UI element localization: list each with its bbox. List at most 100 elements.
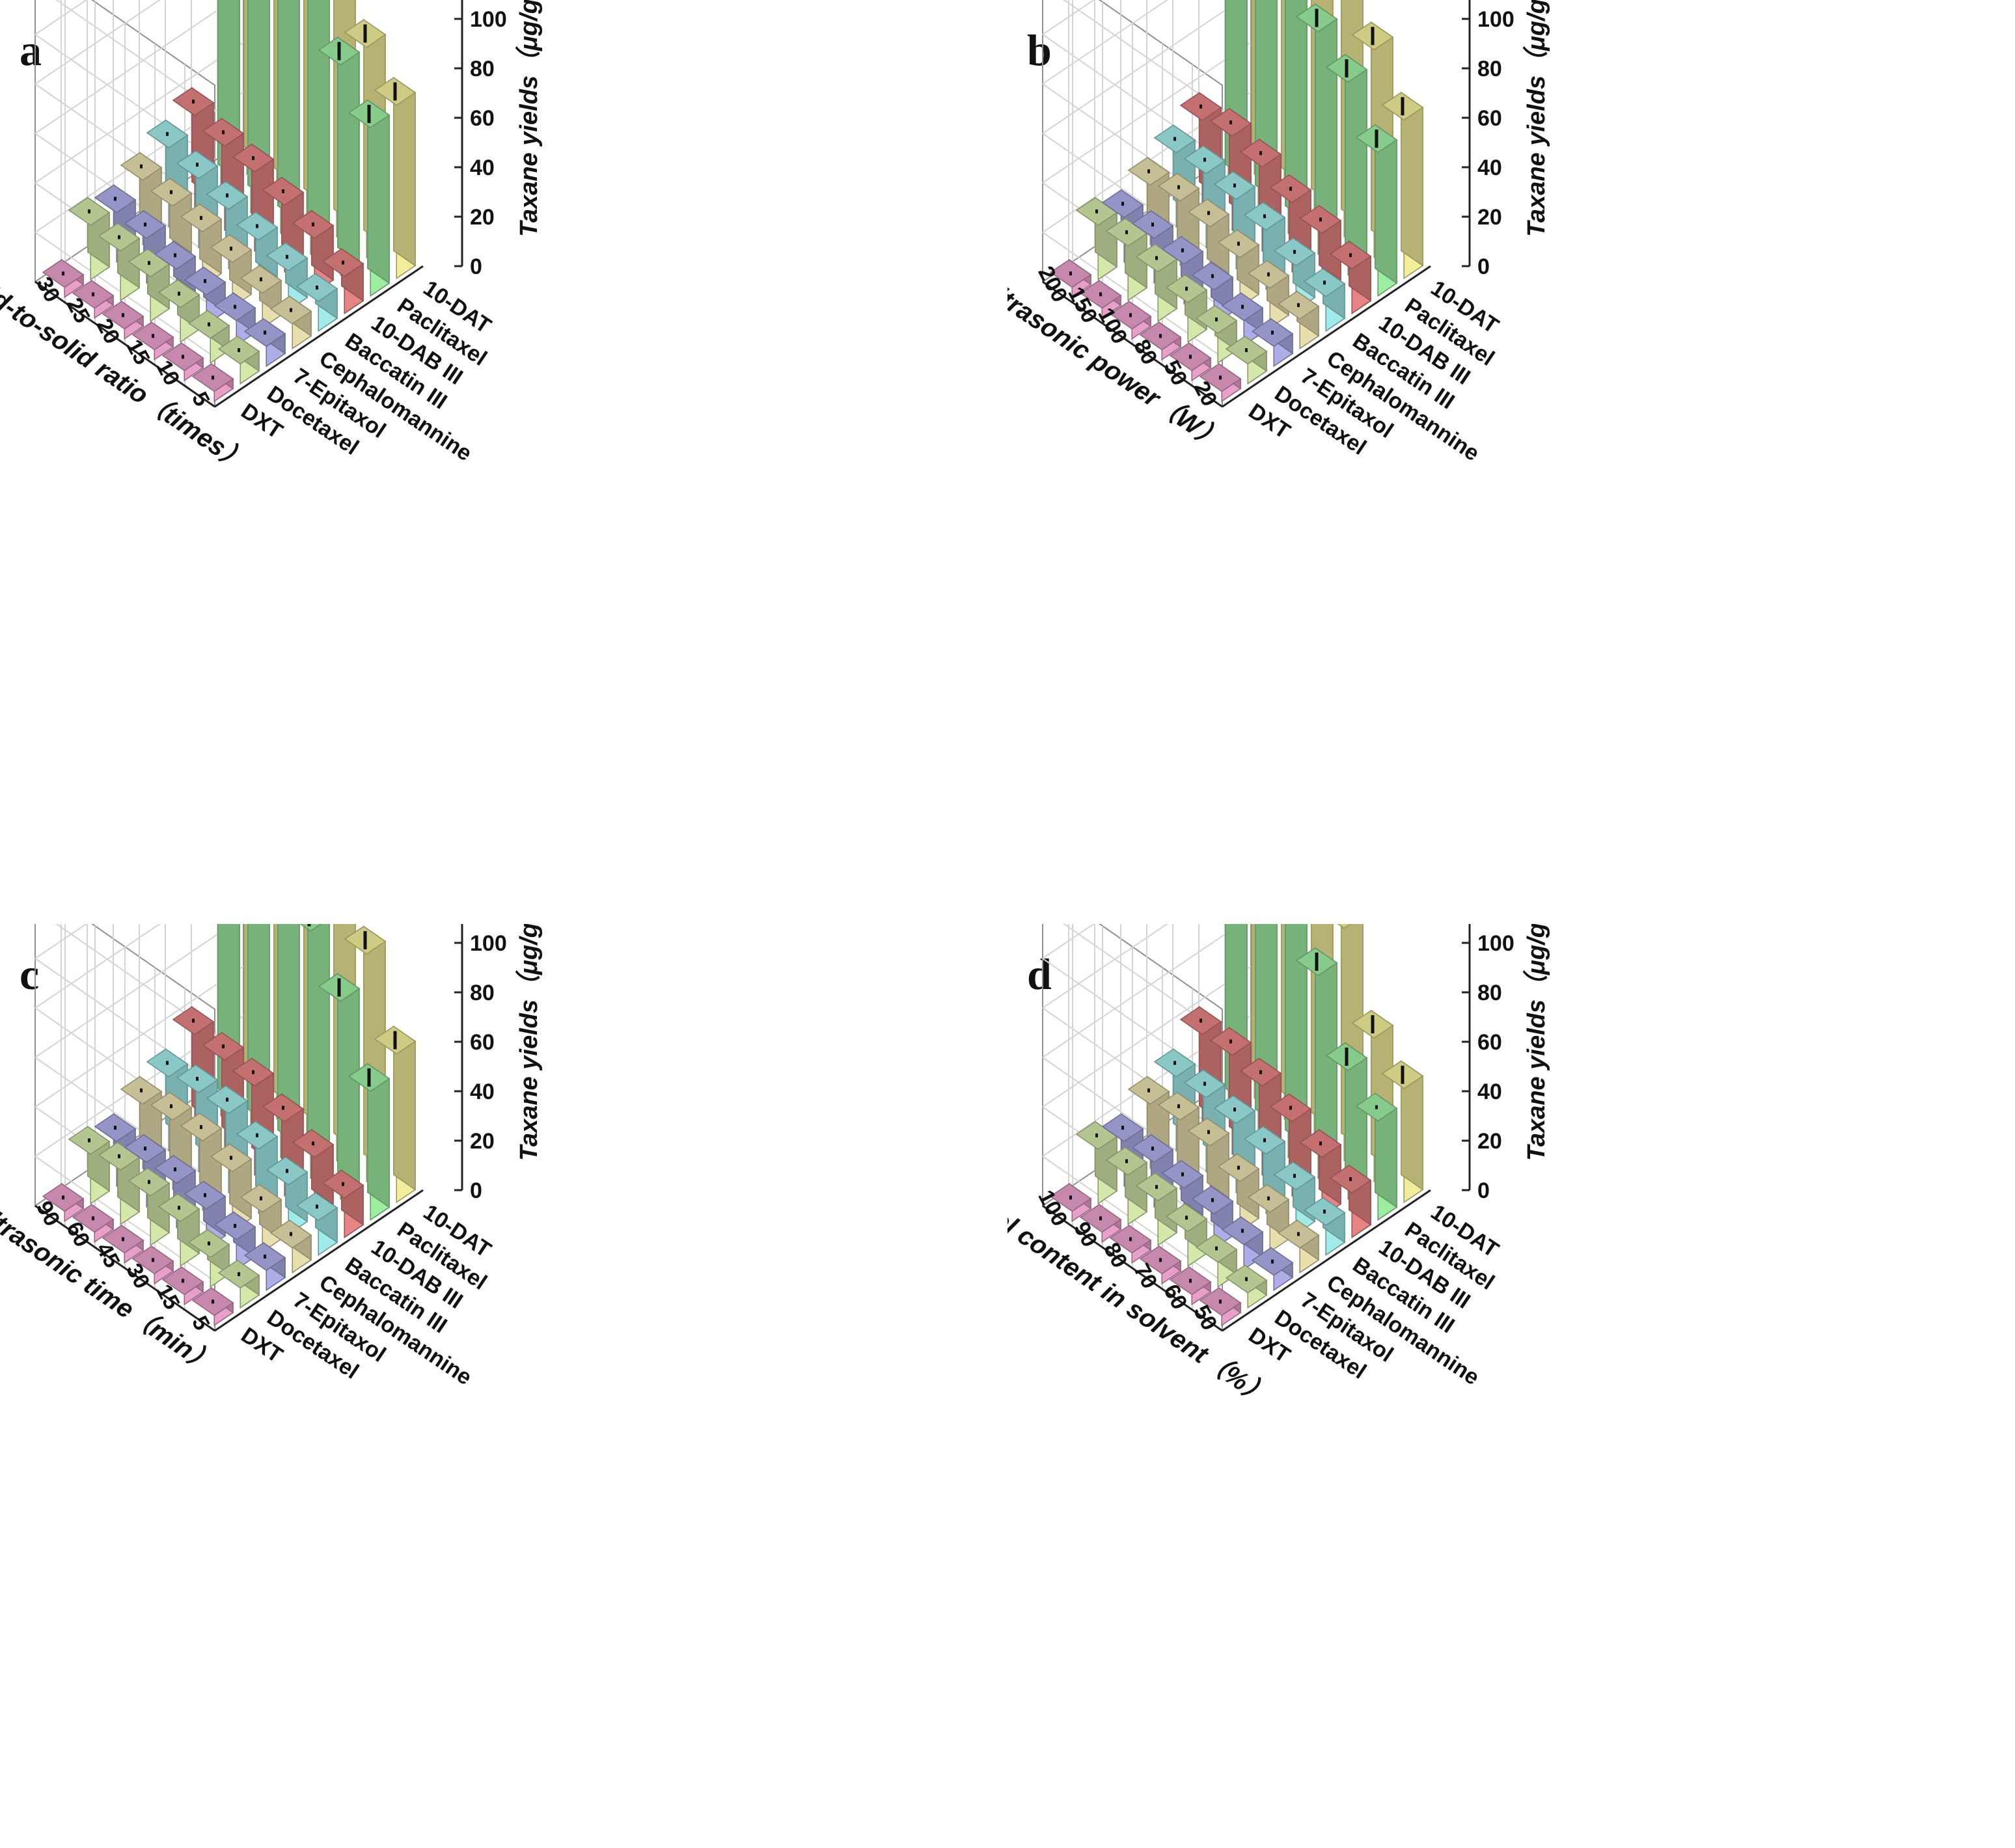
bar-docetaxel-0 — [1225, 1264, 1268, 1309]
plot-area: 020406080100120Taxane yields（μg/g）DXTDoc… — [0, 0, 543, 477]
bar-docetaxel-1 — [1195, 1233, 1238, 1288]
bar-docetaxel-4 — [98, 222, 141, 302]
bars — [1049, 0, 1424, 403]
bar-docetaxel-3 — [128, 1167, 171, 1247]
bar-docetaxel-4 — [1105, 1146, 1148, 1226]
bar-paclitaxel-0 — [348, 1063, 391, 1221]
bar-dxt-4 — [72, 279, 115, 319]
bar-docetaxel-4 — [1105, 217, 1148, 302]
bar-dxt-4 — [1079, 279, 1122, 319]
z-tick-label: 20 — [470, 205, 495, 230]
bar-10-dab-iii-1 — [1299, 1128, 1342, 1218]
bar-dxt-2 — [131, 321, 174, 361]
z-tick-label: 100 — [1477, 931, 1515, 956]
panel-d: d020406080100120Taxane yields（μg/g）DXTDo… — [1008, 924, 2015, 1848]
bar-7-epitaxol-1 — [1221, 1216, 1264, 1271]
chart-c: c020406080100120Taxane yields（μg/g）DXTDo… — [0, 924, 543, 1390]
bar-dxt-1 — [161, 342, 204, 382]
z-tick-label: 20 — [1477, 1129, 1502, 1154]
bar-baccatin-iii-1 — [266, 242, 308, 312]
bar-docetaxel-0 — [217, 1259, 260, 1309]
bar-10-dab-iii-0 — [1329, 1164, 1372, 1239]
panel-label: b — [1027, 25, 1052, 75]
bar-baccatin-iii-0 — [295, 273, 338, 333]
z-tick-label: 20 — [1477, 205, 1502, 230]
compound-axis-line — [1222, 1189, 1431, 1332]
gridline — [1042, 924, 1095, 959]
panel-a: a020406080100120Taxane yields（μg/g）DXTDo… — [0, 0, 1008, 924]
z-tick-label: 80 — [470, 57, 495, 81]
bar-baccatin-iii-0 — [295, 1191, 338, 1257]
bar-docetaxel-1 — [187, 309, 230, 364]
bar-cephalomannine-2 — [1217, 228, 1260, 308]
bar-docetaxel-1 — [187, 1229, 230, 1288]
bar-cephalomannine-2 — [1217, 1152, 1260, 1232]
bars — [42, 0, 417, 403]
bar-top — [1337, 924, 1352, 929]
compound-axis-line — [214, 1189, 424, 1332]
condition-axis-line — [34, 1204, 215, 1332]
bar-docetaxel-2 — [1165, 274, 1208, 344]
bar-10-dat-0 — [1381, 91, 1424, 280]
plot-area: 020406080100120Taxane yields（μg/g）DXTDoc… — [0, 924, 543, 1390]
bar-paclitaxel-2 — [1295, 947, 1338, 1180]
z-tick-label: 40 — [470, 1080, 495, 1104]
panel-label: c — [20, 949, 39, 999]
z-tick-label: 60 — [1477, 106, 1502, 131]
bar-dxt-5 — [42, 258, 85, 299]
z-tick-label: 100 — [470, 7, 507, 32]
z-axis: 020406080100120Taxane yields（μg/g） — [1462, 0, 1550, 279]
bar-dxt-3 — [102, 1224, 144, 1264]
bar-docetaxel-2 — [1165, 1203, 1208, 1268]
z-axis: 020406080100120Taxane yields（μg/g） — [454, 0, 543, 279]
z-axis: 020406080100120Taxane yields（μg/g） — [1462, 924, 1550, 1203]
z-tick-label: 40 — [1477, 156, 1502, 180]
bar-cephalomannine-1 — [240, 1184, 282, 1253]
bar-dxt-5 — [1049, 258, 1092, 299]
compound-axis-line — [214, 265, 424, 408]
bar-docetaxel-0 — [1225, 335, 1268, 385]
bar-docetaxel-0 — [217, 335, 260, 385]
bar-side — [393, 76, 416, 267]
bar-dxt-3 — [102, 300, 144, 340]
bar-10-dat-0 — [1381, 1060, 1424, 1204]
bar-dxt-3 — [1109, 1224, 1152, 1264]
z-tick-label: 40 — [1477, 1080, 1502, 1104]
bar-paclitaxel-1 — [318, 36, 361, 277]
z-axis-title: Taxane yields（μg/g） — [1522, 0, 1550, 237]
bar-side — [337, 36, 360, 264]
panel-label: d — [1027, 949, 1052, 999]
bar-cephalomannine-0 — [269, 295, 312, 350]
bar-docetaxel-5 — [1075, 197, 1118, 281]
plot-area: 020406080100120Taxane yields（μg/g）DXTDoc… — [1008, 0, 1550, 466]
bars — [42, 924, 417, 1327]
z-tick-label: 80 — [1477, 981, 1502, 1005]
bar-cephalomannine-0 — [1277, 1219, 1320, 1274]
bar-docetaxel-5 — [1075, 1121, 1118, 1205]
bar-10-dab-iii-1 — [292, 1128, 335, 1218]
z-tick-label: 80 — [470, 981, 495, 1005]
bars — [1049, 924, 1424, 1327]
compound-axis-line — [1222, 265, 1431, 408]
bar-dxt-4 — [72, 1203, 115, 1243]
bar-cephalomannine-3 — [180, 203, 223, 288]
bar-cephalomannine-0 — [269, 1219, 312, 1274]
z-axis-title: Taxane yields（μg/g） — [515, 0, 543, 237]
bar-dxt-1 — [1169, 1266, 1212, 1306]
bar-10-dab-iii-0 — [322, 247, 364, 315]
bar-7-epitaxol-1 — [213, 292, 256, 347]
z-tick-label: 0 — [1477, 1178, 1490, 1203]
z-tick-label: 40 — [470, 156, 495, 180]
z-tick-label: 100 — [470, 931, 507, 956]
bar-docetaxel-2 — [158, 279, 200, 344]
bar-docetaxel-4 — [98, 1141, 141, 1226]
bar-dxt-4 — [1079, 1203, 1122, 1243]
condition-axis-line — [1042, 1204, 1223, 1332]
bar-cephalomannine-1 — [240, 264, 282, 329]
z-tick-label: 20 — [470, 1129, 495, 1154]
z-axis: 020406080100120Taxane yields（μg/g） — [454, 924, 543, 1203]
z-tick-label: 60 — [470, 1030, 495, 1055]
z-tick-label: 0 — [1477, 254, 1490, 279]
panel-b: b020406080100120Taxane yields（μg/g）DXTDo… — [1008, 0, 2015, 924]
bar-paclitaxel-0 — [348, 99, 391, 297]
